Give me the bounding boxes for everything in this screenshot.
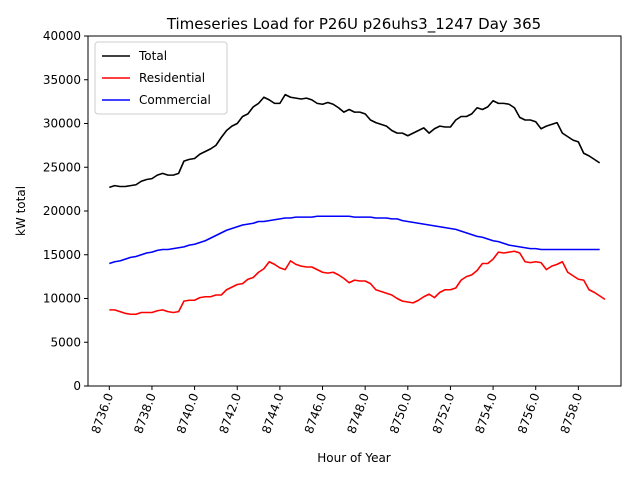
y-tick-label: 30000	[43, 117, 81, 131]
legend-label-commercial: Commercial	[139, 93, 211, 107]
y-tick-label: 15000	[43, 248, 81, 262]
y-tick-label: 5000	[50, 335, 81, 349]
legend: Total Residential Commercial	[94, 41, 228, 115]
series-layer	[109, 93, 606, 316]
series-line-total	[109, 93, 601, 189]
y-axis: 0 5000 10000 15000 20000 25000 30000 35000 40000	[43, 29, 88, 393]
x-axis-label: Hour of Year	[317, 451, 391, 465]
series-line-residential	[109, 250, 606, 316]
legend-box	[94, 41, 228, 115]
y-tick-label: 10000	[43, 292, 81, 306]
y-tick-label: 35000	[43, 73, 81, 87]
y-tick-label: 25000	[43, 160, 81, 174]
legend-label-total: Total	[138, 49, 167, 63]
chart-title: Timeseries Load for P26U p26uhs3_1247 Da…	[166, 15, 541, 34]
series-line-commercial	[109, 215, 600, 265]
legend-label-residential: Residential	[139, 71, 205, 85]
y-tick-label: 20000	[43, 204, 81, 218]
y-axis-label: kW total	[14, 186, 28, 236]
y-tick-label: 0	[73, 379, 81, 393]
y-tick-label: 40000	[43, 29, 81, 43]
